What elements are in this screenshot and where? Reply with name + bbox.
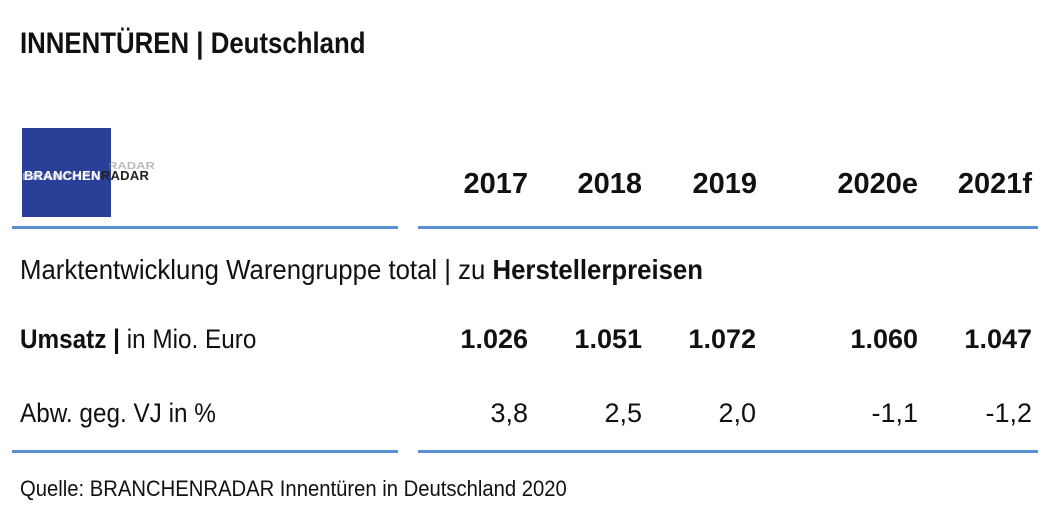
footer-rule-right — [418, 450, 1038, 453]
source-note: Quelle: BRANCHENRADAR Innentüren in Deut… — [20, 476, 567, 501]
column-header-2018: 2018 — [577, 168, 642, 200]
footer-rule-left — [12, 450, 398, 453]
umsatz-2020e: 1.060 — [850, 324, 918, 354]
abweichung-2019: 2,0 — [718, 398, 756, 428]
row-label-abweichung: Abw. geg. VJ in % — [20, 398, 216, 429]
title-main: INNENTÜREN — [20, 27, 190, 60]
section-heading: Marktentwicklung Warengruppe total | zu … — [20, 254, 703, 286]
umsatz-2021f: 1.047 — [964, 324, 1032, 354]
row-label-umsatz-unit: in Mio. Euro — [119, 324, 257, 354]
section-prefix: Marktentwicklung Warengruppe total | zu — [20, 254, 493, 285]
page-title: INNENTÜREN | Deutschland — [20, 26, 366, 62]
logo-wordmark: BRANCHENRADAR — [24, 168, 149, 183]
row-label-umsatz-bold: Umsatz | — [20, 324, 120, 354]
title-region: Deutschland — [210, 27, 366, 60]
logo-shadow-left: BRANCHEN — [22, 170, 101, 183]
column-header-2017: 2017 — [463, 168, 528, 200]
branchenradar-logo: BRANCHEN RADAR BRANCHENRADAR — [22, 128, 155, 217]
logo-shadow-right: RADAR — [108, 159, 155, 172]
abweichung-2021f: -1,2 — [985, 398, 1032, 428]
header-rule-left — [12, 226, 398, 229]
abweichung-2017: 3,8 — [490, 398, 528, 428]
column-header-2020e: 2020e — [837, 168, 918, 200]
umsatz-2017: 1.026 — [460, 324, 528, 354]
row-label-umsatz: Umsatz | in Mio. Euro — [20, 324, 256, 355]
logo-word-1: BRANCHEN — [24, 168, 101, 183]
title-separator: | — [189, 27, 211, 60]
abweichung-2018: 2,5 — [604, 398, 642, 428]
header-rule-right — [418, 226, 1038, 229]
abweichung-2020e: -1,1 — [871, 398, 918, 428]
row-label-abweichung-text: Abw. geg. VJ in % — [20, 398, 216, 428]
section-bold: Herstellerpreisen — [492, 254, 703, 285]
umsatz-2018: 1.051 — [574, 324, 642, 354]
column-header-2019: 2019 — [692, 168, 757, 200]
column-header-2021f: 2021f — [957, 168, 1032, 200]
umsatz-2019: 1.072 — [688, 324, 756, 354]
logo-word-2: RADAR — [100, 168, 150, 183]
